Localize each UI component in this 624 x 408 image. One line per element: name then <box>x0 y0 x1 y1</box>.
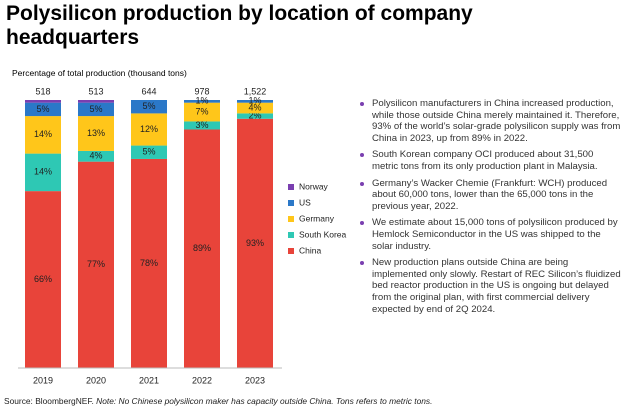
bullet: New production plans outside China are b… <box>360 257 622 315</box>
total-label: 518 <box>35 86 50 96</box>
data-label: 14% <box>34 129 52 139</box>
total-label: 513 <box>88 86 103 96</box>
bar-segment <box>25 153 61 192</box>
bar-segment <box>237 100 273 103</box>
bar-segment <box>25 100 61 103</box>
data-label: 5% <box>89 104 102 114</box>
bar-segment <box>25 102 61 117</box>
legend-swatch <box>288 200 294 206</box>
legend-label: US <box>299 197 311 207</box>
bullet-list: Polysilicon manufacturers in China incre… <box>360 98 622 320</box>
legend-swatch <box>288 232 294 238</box>
data-label: 93% <box>246 238 264 248</box>
bar-segment <box>131 100 167 114</box>
bar-segment <box>237 113 273 119</box>
bar-segment <box>78 161 114 368</box>
legend-swatch <box>288 216 294 222</box>
bullet: Germany’s Wacker Chemie (Frankfurt: WCH)… <box>360 178 622 213</box>
data-label: 5% <box>36 104 49 114</box>
data-label: 13% <box>87 128 105 138</box>
bar-segment <box>237 102 273 114</box>
x-tick-label: 2020 <box>86 375 106 385</box>
legend-swatch <box>288 184 294 190</box>
bullet: We estimate about 15,000 tons of polysil… <box>360 217 622 252</box>
data-label: 14% <box>34 167 52 177</box>
x-tick-label: 2023 <box>245 375 265 385</box>
legend-label: China <box>299 245 321 255</box>
source: Source: BloombergNEF. <box>4 396 94 406</box>
bar-segment <box>78 150 114 162</box>
bar-segment <box>78 102 114 117</box>
footer: Source: BloombergNEF. Note: No Chinese p… <box>4 396 432 406</box>
bar-segment <box>25 116 61 154</box>
bar-segment <box>184 100 220 103</box>
bar-segment <box>131 113 167 146</box>
bar-segment <box>78 100 114 103</box>
legend-label: Norway <box>299 181 329 191</box>
bar-segment <box>184 129 220 368</box>
data-label: 3% <box>195 120 208 130</box>
data-label: 5% <box>142 147 155 157</box>
x-tick-label: 2022 <box>192 375 212 385</box>
bullet: Polysilicon manufacturers in China incre… <box>360 98 622 144</box>
data-label: 12% <box>140 124 158 134</box>
chart-title: Polysilicon production by location of co… <box>6 2 473 49</box>
bar-segment <box>184 121 220 130</box>
total-label: 978 <box>194 86 209 96</box>
note: Note: No Chinese polysilicon maker has c… <box>96 396 433 406</box>
data-label: 5% <box>142 101 155 111</box>
bar-segment <box>131 145 167 159</box>
data-label: 89% <box>193 243 211 253</box>
chart-subtitle: Percentage of total production (thousand… <box>12 68 187 78</box>
bar-segment <box>184 102 220 122</box>
total-label: 1,522 <box>244 86 267 96</box>
x-tick-label: 2019 <box>33 375 53 385</box>
data-label: 4% <box>248 102 261 112</box>
x-tick-label: 2021 <box>139 375 159 385</box>
bar-segment <box>237 118 273 368</box>
data-label: 4% <box>89 151 102 161</box>
total-label: 644 <box>141 86 156 96</box>
legend-label: Germany <box>299 213 335 223</box>
bullet: South Korean company OCI produced about … <box>360 149 622 172</box>
legend-label: South Korea <box>299 229 347 239</box>
legend-swatch <box>288 248 294 254</box>
bar-segment <box>78 116 114 151</box>
data-label: 2% <box>248 110 261 120</box>
data-label: 7% <box>195 106 208 116</box>
bar-segment <box>131 158 167 368</box>
data-label: 1% <box>248 96 261 106</box>
data-label: 1% <box>195 96 208 106</box>
data-label: 77% <box>87 259 105 269</box>
bar-segment <box>25 191 61 368</box>
data-label: 66% <box>34 274 52 284</box>
data-label: 78% <box>140 258 158 268</box>
